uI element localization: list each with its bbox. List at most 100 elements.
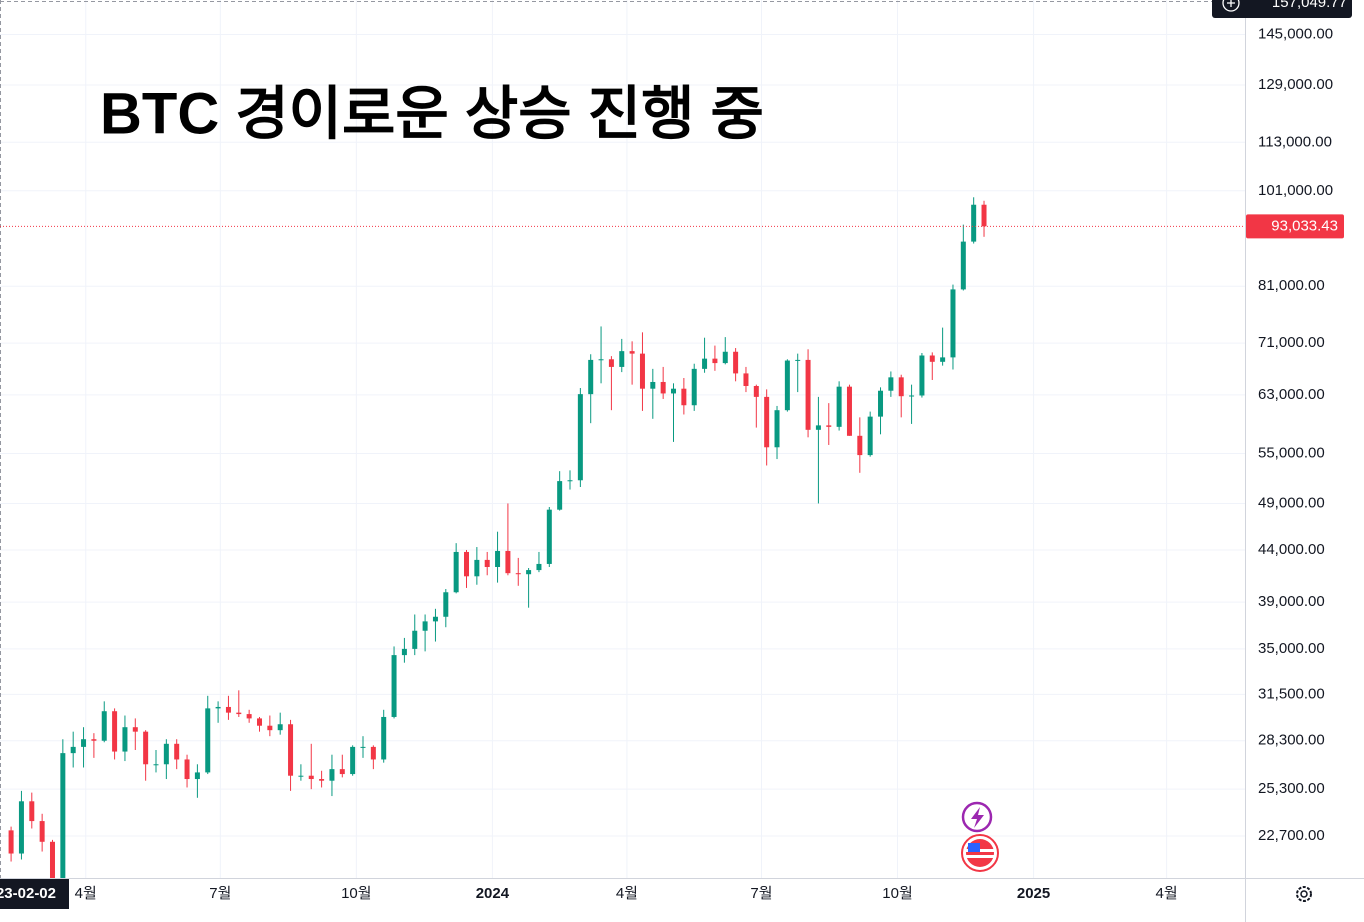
candle-body bbox=[639, 353, 645, 389]
candle-body bbox=[846, 386, 852, 436]
candle-body bbox=[567, 480, 573, 482]
candle-body bbox=[60, 753, 66, 878]
candle-body bbox=[629, 351, 635, 354]
x-tick-label: 4월 bbox=[75, 885, 97, 902]
candle-body bbox=[174, 743, 180, 760]
candle-body bbox=[681, 388, 687, 406]
candle-body bbox=[91, 739, 97, 741]
y-tick-label: 63,000.00 bbox=[1258, 386, 1325, 403]
candle-body bbox=[391, 655, 397, 717]
candle-body bbox=[940, 357, 946, 362]
x-tick-label: 10월 bbox=[341, 885, 372, 902]
candle-body bbox=[29, 801, 35, 822]
candle-body bbox=[650, 381, 656, 389]
candle-body bbox=[319, 779, 325, 781]
lightning-icon[interactable] bbox=[961, 801, 993, 833]
y-tick-label: 145,000.00 bbox=[1258, 25, 1333, 42]
top-price-box: 157,049.77 bbox=[1212, 0, 1352, 18]
candle-body bbox=[546, 509, 552, 564]
candle-body bbox=[950, 289, 956, 358]
candle-body bbox=[422, 621, 428, 631]
candle-body bbox=[39, 821, 45, 842]
candle-body bbox=[712, 358, 718, 364]
candle-body bbox=[536, 563, 542, 571]
candle-body bbox=[277, 724, 283, 731]
candle-body bbox=[256, 718, 262, 726]
candle-body bbox=[505, 550, 511, 574]
candle-body bbox=[484, 559, 490, 568]
us-flag-icon[interactable] bbox=[961, 834, 999, 872]
y-tick-label: 81,000.00 bbox=[1258, 277, 1325, 294]
candle-body bbox=[101, 711, 107, 741]
grid bbox=[0, 0, 1245, 878]
candle-body bbox=[815, 425, 821, 430]
candle-body bbox=[474, 559, 480, 577]
candle-body bbox=[70, 746, 76, 754]
candle-body bbox=[205, 708, 211, 773]
y-tick-label: 71,000.00 bbox=[1258, 334, 1325, 351]
candle-body bbox=[350, 746, 356, 775]
candle-body bbox=[432, 616, 438, 622]
candle-body bbox=[339, 769, 345, 775]
candle-body bbox=[308, 775, 314, 780]
candle-body bbox=[608, 359, 614, 367]
candle-body bbox=[826, 425, 832, 427]
candle-body bbox=[774, 410, 780, 448]
candle-body bbox=[132, 727, 138, 732]
candle-body bbox=[360, 746, 366, 748]
candle-body bbox=[857, 435, 863, 456]
candle-body bbox=[153, 764, 159, 766]
candle-body bbox=[81, 739, 87, 747]
candle-body bbox=[795, 359, 801, 361]
x-tick-label: 10월 bbox=[882, 885, 913, 902]
candle-body bbox=[246, 714, 252, 719]
candle-body bbox=[298, 775, 304, 777]
y-tick-label: 28,300.00 bbox=[1258, 732, 1325, 749]
candle-body bbox=[764, 396, 770, 448]
y-tick-label: 25,300.00 bbox=[1258, 780, 1325, 797]
candle-body bbox=[898, 377, 904, 397]
y-tick-label: 49,000.00 bbox=[1258, 494, 1325, 511]
y-tick-label: 55,000.00 bbox=[1258, 444, 1325, 461]
candle-body bbox=[112, 711, 118, 752]
candle-body bbox=[588, 359, 594, 395]
candle-body bbox=[929, 355, 935, 362]
y-tick-label: 113,000.00 bbox=[1258, 133, 1332, 150]
candle-body bbox=[971, 204, 977, 242]
y-tick-label: 35,000.00 bbox=[1258, 640, 1325, 657]
candle-body bbox=[577, 394, 583, 481]
candle-body bbox=[867, 416, 873, 456]
candle-body bbox=[412, 630, 418, 649]
last-price-box bbox=[1246, 214, 1344, 239]
candle-body bbox=[691, 368, 697, 406]
candle-body bbox=[526, 570, 532, 575]
candle-body bbox=[981, 204, 987, 227]
candle-body bbox=[660, 381, 666, 394]
settings-button[interactable] bbox=[1296, 886, 1312, 902]
candle-body bbox=[733, 351, 739, 374]
candles bbox=[8, 197, 987, 878]
candle-body bbox=[671, 388, 677, 394]
candle-body bbox=[8, 830, 14, 854]
y-tick-label: 39,000.00 bbox=[1258, 593, 1325, 610]
overlay-title: BTC 경이로운 상승 진행 중 bbox=[100, 81, 764, 146]
candle-body bbox=[960, 241, 966, 290]
candle-body bbox=[495, 550, 501, 568]
crosshair-date: 2023-02-02 bbox=[0, 885, 56, 902]
candle-body bbox=[598, 359, 604, 361]
y-tick-label: 22,700.00 bbox=[1258, 827, 1325, 844]
x-tick-label: 2024 bbox=[476, 885, 510, 902]
candle-body bbox=[329, 769, 335, 781]
candle-body bbox=[215, 706, 221, 709]
candle-body bbox=[381, 716, 387, 760]
crosshair-date-box: 2023-02-02 bbox=[0, 879, 69, 909]
y-tick-label: 44,000.00 bbox=[1258, 541, 1325, 558]
candle-body bbox=[619, 351, 625, 367]
candle-body bbox=[722, 351, 728, 364]
candle-body bbox=[225, 706, 231, 713]
candle-body bbox=[515, 573, 521, 575]
candle-body bbox=[18, 801, 24, 854]
candle-body bbox=[370, 746, 376, 760]
candle-body bbox=[753, 385, 759, 397]
candle-body bbox=[163, 743, 169, 765]
